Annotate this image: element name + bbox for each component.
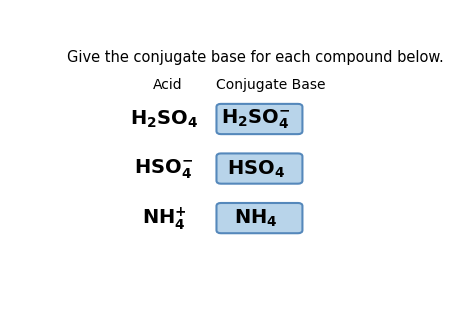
Text: Conjugate Base: Conjugate Base: [216, 78, 325, 92]
Text: $\mathbf{NH_4^{+}}$: $\mathbf{NH_4^{+}}$: [142, 205, 186, 232]
Text: $\mathbf{HSO_4}$: $\mathbf{HSO_4}$: [227, 158, 285, 180]
FancyBboxPatch shape: [217, 153, 302, 184]
Text: $\mathbf{NH_4}$: $\mathbf{NH_4}$: [234, 208, 278, 229]
FancyBboxPatch shape: [217, 203, 302, 233]
FancyBboxPatch shape: [217, 104, 302, 134]
Text: Acid: Acid: [153, 78, 182, 92]
Text: $\mathbf{HSO_4^{-}}$: $\mathbf{HSO_4^{-}}$: [134, 157, 193, 181]
Text: Give the conjugate base for each compound below.: Give the conjugate base for each compoun…: [66, 50, 443, 65]
Text: $\mathbf{H_2SO_4^{-}}$: $\mathbf{H_2SO_4^{-}}$: [221, 108, 291, 131]
Text: $\mathbf{H_2SO_4}$: $\mathbf{H_2SO_4}$: [130, 109, 198, 130]
